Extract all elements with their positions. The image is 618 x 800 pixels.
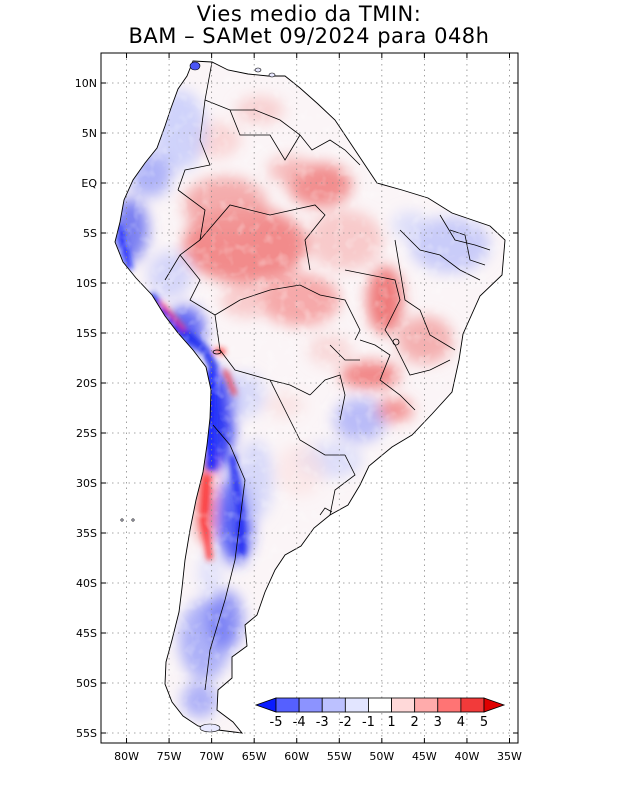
- legend-label: 2: [411, 715, 419, 730]
- lat-label: 5S: [83, 227, 97, 240]
- map-title-line-2: BAM – SAMet 09/2024 para 048h: [128, 24, 490, 48]
- lat-label: 15S: [76, 327, 97, 340]
- legend-label: -5: [270, 715, 283, 730]
- legend-swatch: [368, 697, 392, 713]
- lon-label: 60W: [284, 750, 309, 763]
- gridlines: [101, 53, 518, 743]
- legend-label: 3: [434, 715, 442, 730]
- legend-swatch: [275, 697, 300, 713]
- legend-label: 4: [457, 715, 465, 730]
- legend-label: -3: [316, 715, 329, 730]
- lon-label: 45W: [412, 750, 437, 763]
- lat-label: 45S: [76, 627, 97, 640]
- lat-label: 20S: [76, 377, 97, 390]
- lat-label: 10S: [76, 277, 97, 290]
- legend-swatch: [460, 697, 485, 713]
- lon-label: 40W: [455, 750, 480, 763]
- lat-label: 55S: [76, 727, 97, 740]
- map-title-line-1: Vies medio da TMIN:: [196, 2, 422, 26]
- lat-label: 30S: [76, 477, 97, 490]
- legend-swatch: [437, 697, 462, 713]
- lon-label: 65W: [242, 750, 267, 763]
- legend-swatch: [414, 697, 439, 713]
- lat-label: 40S: [76, 577, 97, 590]
- lat-label: 5N: [82, 127, 97, 140]
- legend-swatch: [391, 697, 416, 713]
- lon-label: 80W: [114, 750, 139, 763]
- legend-swatch: [321, 697, 346, 713]
- lon-label: 35W: [497, 750, 522, 763]
- lon-label: 50W: [369, 750, 394, 763]
- islands: [120, 61, 276, 733]
- legend-swatch: [298, 697, 323, 713]
- lat-label: 50S: [76, 677, 97, 690]
- lon-label: 75W: [157, 750, 182, 763]
- legend-arrow-max: [483, 697, 506, 713]
- longitude-labels: 80W 75W 70W 65W 60W 55W 50W 45W 40W 35W: [114, 750, 522, 763]
- lat-label: EQ: [81, 177, 97, 190]
- latitude-labels: 10N 5N EQ 5S 10S 15S 20S 25S 30S 35S 40S 45S 50S 55S: [75, 77, 98, 740]
- legend-label: -2: [339, 715, 352, 730]
- legend-label: 5: [480, 715, 488, 730]
- color-legend: -5 -4 -3 -2 -1 1 2 3 4 5: [254, 697, 506, 730]
- lakes: [212, 338, 400, 516]
- tick-marks: [101, 53, 518, 743]
- legend-label: 1: [387, 715, 395, 730]
- lon-label: 70W: [199, 750, 224, 763]
- lat-label: 25S: [76, 427, 97, 440]
- legend-swatch: [344, 697, 369, 713]
- lon-label: 55W: [327, 750, 352, 763]
- lat-label: 10N: [75, 77, 97, 90]
- legend-label: -4: [293, 715, 306, 730]
- legend-label: -1: [362, 715, 375, 730]
- country-borders: [164, 61, 491, 691]
- lat-label: 35S: [76, 527, 97, 540]
